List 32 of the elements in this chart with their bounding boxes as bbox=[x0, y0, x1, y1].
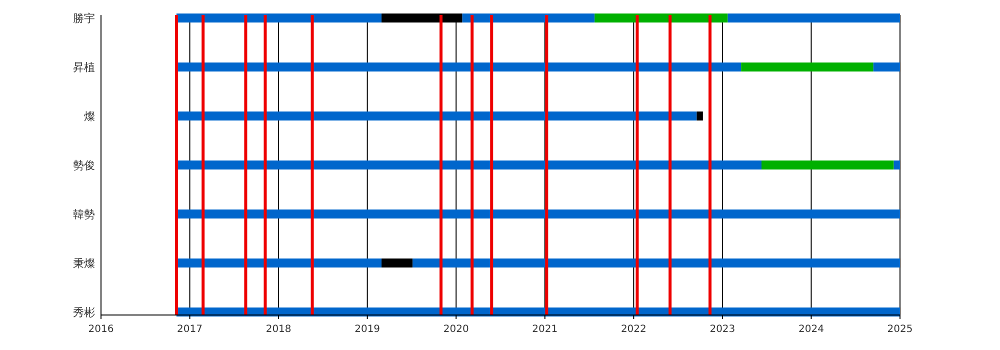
bar bbox=[176, 62, 742, 72]
x-tick-label: 2018 bbox=[266, 324, 292, 335]
bar bbox=[176, 258, 382, 268]
x-tick-label: 2020 bbox=[443, 324, 469, 335]
y-tick-label: 燦 bbox=[84, 110, 95, 123]
y-tick-label: 秀彬 bbox=[73, 306, 95, 319]
bar bbox=[762, 160, 894, 170]
x-tick-label: 2025 bbox=[887, 324, 913, 335]
y-tick-label: 韓勢 bbox=[73, 208, 95, 221]
bar bbox=[594, 14, 728, 22]
y-tick-label: 勝宇 bbox=[73, 12, 95, 25]
x-tick-label: 2019 bbox=[354, 324, 380, 335]
bar bbox=[176, 14, 382, 22]
bar bbox=[382, 258, 413, 268]
bar bbox=[462, 14, 595, 22]
bar bbox=[873, 62, 900, 72]
x-tick-label: 2016 bbox=[88, 324, 114, 335]
bar bbox=[741, 62, 874, 72]
y-tick-label: 昇植 bbox=[73, 60, 95, 74]
x-tick-label: 2023 bbox=[710, 324, 736, 335]
bar bbox=[412, 258, 900, 268]
x-tick-label: 2021 bbox=[532, 324, 558, 335]
x-tick-label: 2024 bbox=[798, 324, 824, 335]
bar bbox=[696, 112, 703, 120]
bar bbox=[728, 14, 900, 22]
bar bbox=[176, 160, 762, 170]
y-tick-label: 勢俊 bbox=[73, 158, 95, 172]
bar bbox=[176, 112, 697, 120]
x-tick-label: 2022 bbox=[620, 324, 646, 335]
x-tick-label: 2017 bbox=[177, 324, 203, 335]
bar bbox=[894, 160, 900, 170]
y-tick-label: 秉燦 bbox=[73, 256, 95, 270]
